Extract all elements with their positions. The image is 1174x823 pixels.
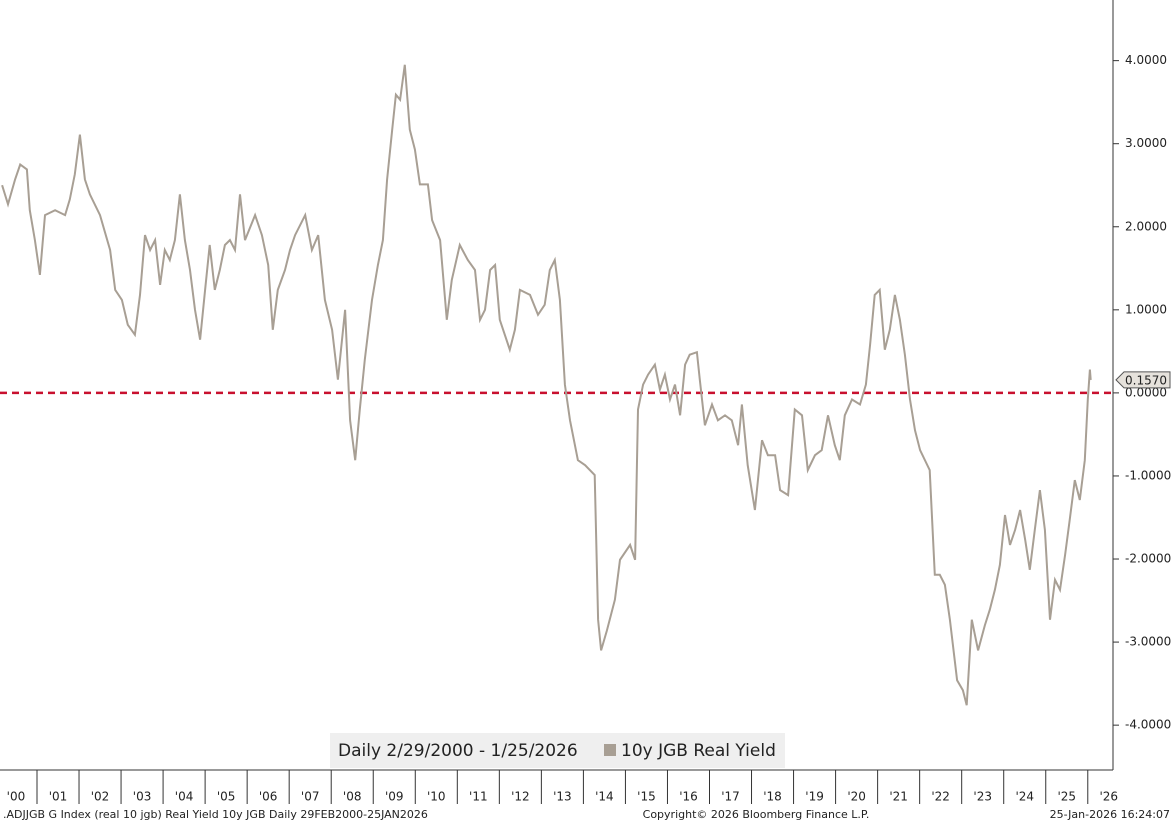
x-tick-label: '03 [133,790,152,804]
x-tick-label: '24 [1015,790,1034,804]
x-tick-label: '20 [847,790,866,804]
y-tick-label: 1.0000 [1125,302,1167,316]
x-tick-label: '11 [469,790,488,804]
x-tick-label: '16 [679,790,698,804]
y-tick-label: 4.0000 [1125,53,1167,67]
x-tick-label: '06 [259,790,278,804]
x-tick-label: '05 [217,790,236,804]
y-tick-label: -2.0000 [1125,552,1171,566]
y-tick-label: 3.0000 [1125,136,1167,150]
x-tick-label: '04 [175,790,194,804]
x-tick-label: '10 [427,790,446,804]
series-line [1,64,1092,706]
last-value-tag [1115,371,1171,389]
last-value-label: 0.1570 [1125,373,1167,387]
x-tick-label: '17 [721,790,740,804]
y-tick-label: -3.0000 [1125,635,1171,649]
date-range: Daily 2/29/2000 - 1/25/2026 [338,741,578,761]
x-tick-label: '21 [889,790,908,804]
x-tick-label: '19 [805,790,824,804]
x-tick-label: '09 [385,790,404,804]
legend-swatch [604,744,616,756]
footer-left: .ADJJGB G Index (real 10 jgb) Real Yield… [3,808,428,821]
x-tick-label: '18 [763,790,782,804]
x-tick-label: '02 [91,790,110,804]
x-tick-label: '08 [343,790,362,804]
y-tick-label: 2.0000 [1125,219,1167,233]
x-tick-label: '25 [1057,790,1076,804]
x-tick-label: '00 [7,790,26,804]
x-tick-label: '26 [1100,790,1119,804]
legend-box [330,733,785,768]
x-tick-label: '14 [595,790,614,804]
footer-center: Copyright© 2026 Bloomberg Finance L.P. [643,808,870,821]
x-tick-label: '07 [301,790,320,804]
y-tick-label: -4.0000 [1125,718,1171,732]
x-tick-label: '13 [553,790,572,804]
legend-label: 10y JGB Real Yield [621,741,776,761]
x-tick-label: '01 [49,790,68,804]
y-tick-label: 0.0000 [1125,385,1167,399]
x-tick-label: '22 [931,790,950,804]
x-tick-label: '23 [973,790,992,804]
x-tick-label: '12 [511,790,530,804]
x-tick-label: '15 [637,790,656,804]
footer-right: 25-Jan-2026 16:24:07 [1050,808,1170,821]
y-tick-label: -1.0000 [1125,468,1171,482]
